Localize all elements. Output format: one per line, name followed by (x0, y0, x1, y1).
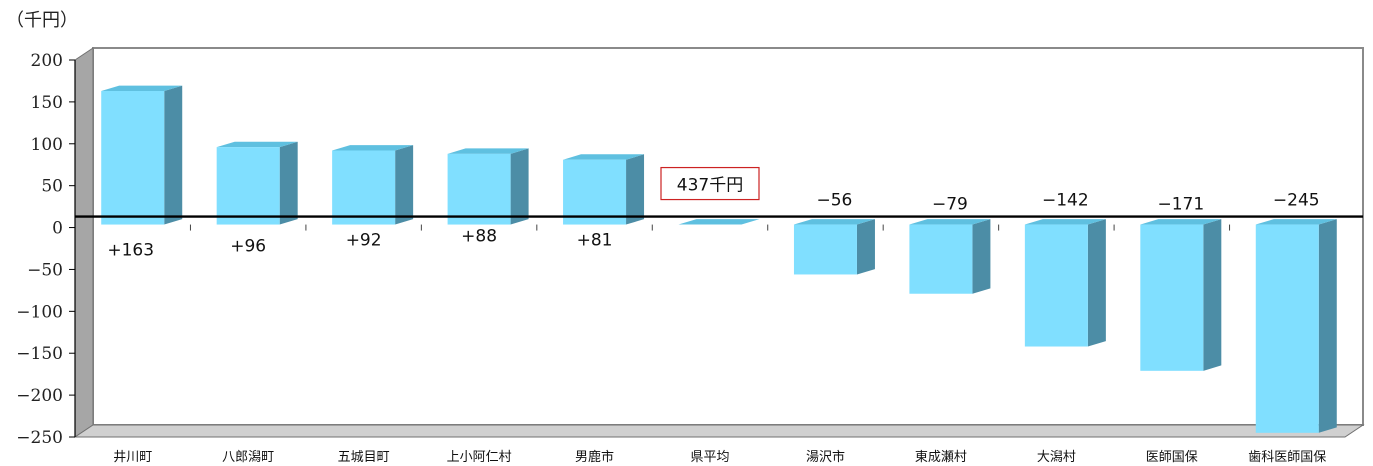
bar-side (972, 219, 991, 294)
x-category-label: 五城目町 (338, 450, 390, 465)
x-category-label: 歯科医師国保 (1248, 450, 1326, 465)
bar-flat (678, 219, 760, 225)
x-category-label: 東成瀬村 (915, 449, 967, 465)
bar (793, 224, 857, 275)
bar (563, 159, 627, 225)
data-label: +81 (577, 231, 613, 251)
y-tick-label: 50 (41, 177, 63, 197)
y-tick-label: 100 (31, 135, 63, 155)
bar (332, 150, 396, 225)
data-label: −79 (932, 195, 968, 215)
bar-top (1140, 219, 1222, 225)
data-label: 437千円 (677, 176, 743, 196)
bar (101, 90, 165, 225)
data-label: +96 (230, 237, 266, 257)
bar-side (395, 145, 414, 225)
x-category-label: 上小阿仁村 (447, 450, 512, 465)
bar-side (1087, 219, 1106, 347)
y-tick-label: −100 (16, 302, 63, 322)
data-label: −56 (817, 191, 853, 211)
data-label: +92 (346, 231, 382, 251)
bar-top (1024, 219, 1106, 225)
bar-top (909, 219, 991, 225)
bar (1024, 224, 1088, 347)
data-label: +163 (107, 241, 154, 261)
data-label: −171 (1157, 195, 1204, 215)
data-label: −142 (1042, 191, 1089, 211)
bar-top (447, 148, 529, 154)
y-axis-unit-label: （千円） (6, 10, 78, 31)
x-category-label: 県平均 (690, 450, 729, 465)
y-tick-label: 0 (52, 219, 63, 239)
bar-side (1318, 219, 1337, 433)
x-category-label: 大潟村 (1037, 450, 1076, 465)
y-tick-label: −250 (16, 428, 63, 448)
x-category-label: 八郎潟町 (222, 450, 274, 465)
bar-side (626, 154, 645, 225)
data-label: −245 (1273, 191, 1320, 211)
y-tick-label: 150 (31, 93, 63, 113)
x-category-label: 井川町 (113, 450, 152, 465)
bar-top (793, 219, 875, 225)
x-category-label: 湯沢市 (806, 449, 845, 465)
bar-top (1255, 219, 1337, 225)
bar-side (279, 141, 298, 225)
chart-side-wall (74, 47, 94, 438)
y-tick-label: −150 (16, 344, 63, 364)
x-category-label: 医師国保 (1146, 450, 1198, 465)
bar (216, 147, 280, 225)
bar (909, 224, 973, 294)
bar-side (164, 85, 183, 225)
bar-side (1203, 219, 1222, 371)
x-category-label: 男鹿市 (575, 449, 614, 465)
data-label: +88 (461, 227, 497, 247)
bar-top (563, 154, 645, 160)
highlight-box (660, 166, 760, 201)
y-tick-label: −200 (16, 386, 63, 406)
y-tick-label: −50 (27, 260, 63, 280)
bar (1255, 224, 1319, 433)
y-tick-label: 200 (31, 51, 63, 71)
chart-floor (73, 424, 1365, 438)
bar-top (332, 145, 414, 151)
bar-side (510, 148, 529, 225)
bar-top (101, 85, 183, 91)
bar-top (216, 141, 298, 148)
bar (1140, 224, 1204, 371)
bar-side (856, 219, 875, 275)
bar (447, 153, 511, 225)
